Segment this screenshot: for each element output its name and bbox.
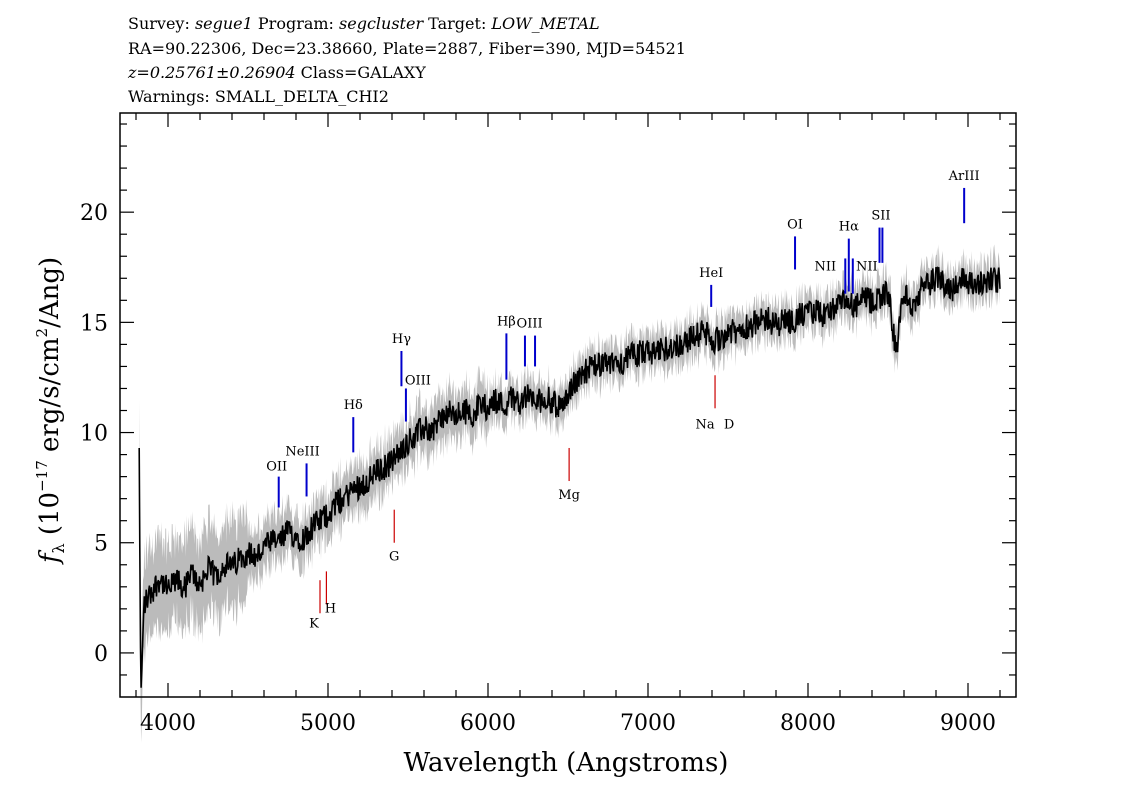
spectral-line-h-11-label: Hα	[839, 220, 859, 235]
spectral-line-mg-19-label: Mg	[558, 488, 580, 503]
x-axis-title: Wavelength (Angstroms)	[404, 748, 729, 778]
spectral-line-hei-8-label: HeI	[699, 266, 723, 281]
flux-error-band	[139, 244, 1000, 743]
x-tick-label: 6000	[460, 711, 516, 736]
spectral-line-oiii-4-label: OIII	[405, 373, 431, 388]
y-tick-label: 5	[94, 532, 108, 557]
y-tick-label: 15	[80, 311, 108, 336]
plot-frame	[119, 112, 1017, 698]
spectral-line-d-21-label: D	[724, 417, 734, 432]
spectral-line-oi-9-label: OI	[787, 217, 803, 232]
y-tick-label: 10	[80, 422, 108, 447]
spectral-line-h-2-label: Hδ	[344, 398, 363, 413]
y-axis-title: fλ (10−17 erg/s/cm2/Ang)	[33, 257, 68, 565]
spectral-line-h-17-label: H	[325, 601, 336, 616]
header-line-2: RA=90.22306, Dec=23.38660, Plate=2887, F…	[128, 39, 686, 58]
header-line-1: Survey: segue1 Program: segcluster Targe…	[128, 14, 600, 33]
x-tick-label: 5000	[300, 711, 356, 736]
y-tick-label: 0	[94, 642, 108, 667]
x-tick-label: 7000	[620, 711, 676, 736]
x-tick-label: 9000	[940, 711, 996, 736]
spectral-line-neiii-1-label: NeIII	[285, 444, 319, 459]
spectral-line-h-3-label: Hγ	[392, 332, 411, 347]
plot-axes: 4000 5000 6000 7000 8000 9000 0 5 10 15 20	[80, 112, 1017, 736]
error-band	[139, 244, 1000, 743]
spectral-line-sii-13-label: SII	[871, 209, 890, 224]
x-tick-label: 4000	[140, 711, 196, 736]
spectral-line-k-16-label: K	[309, 616, 319, 631]
y-tick-label: 20	[80, 201, 108, 226]
header-line-3: z=0.25761±0.26904 Class=GALAXY	[127, 63, 426, 82]
spectral-line-oii-0-label: OII	[266, 460, 287, 475]
spectral-line-nii-12-label: NII	[856, 259, 878, 274]
header-line-4: Warnings: SMALL_DELTA_CHI2	[128, 87, 389, 106]
flux-series-line	[138, 266, 1001, 688]
spectral-line-oiii-6-label: OIII	[517, 317, 543, 332]
spectral-line-g-18-label: G	[389, 550, 399, 565]
spectral-line-ariii-15-label: ArIII	[948, 169, 980, 184]
spectral-line-nii-10-label: NII	[814, 259, 836, 274]
flux-line-group	[138, 266, 1001, 688]
spectral-line-h-5-label: Hβ	[497, 314, 516, 329]
spectral-line-na-20-label: Na	[695, 417, 714, 432]
x-tick-label: 8000	[780, 711, 836, 736]
